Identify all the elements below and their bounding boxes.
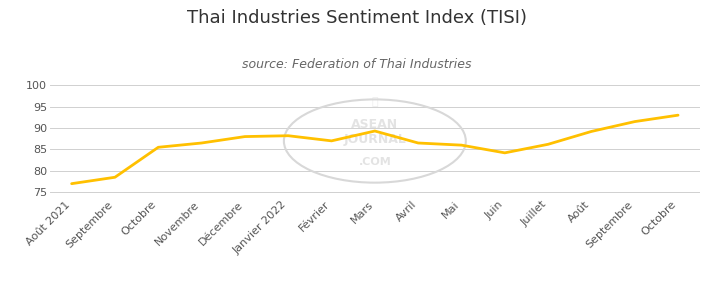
Text: 🔵: 🔵	[371, 97, 378, 107]
Text: Thai Industries Sentiment Index (TISI): Thai Industries Sentiment Index (TISI)	[187, 9, 527, 27]
Text: .COM: .COM	[358, 157, 391, 167]
Text: ASEAN
JOURNAL: ASEAN JOURNAL	[343, 118, 406, 146]
Text: source: Federation of Thai Industries: source: Federation of Thai Industries	[242, 58, 472, 71]
